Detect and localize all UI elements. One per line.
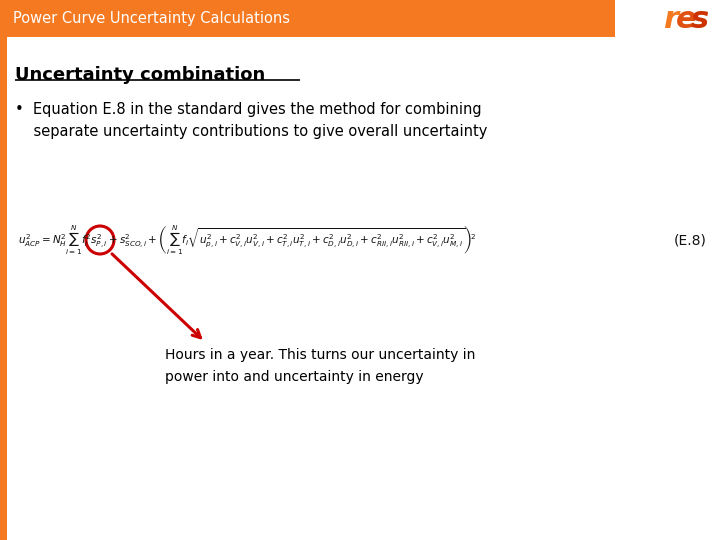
Text: power into and uncertainty in energy: power into and uncertainty in energy xyxy=(165,370,423,384)
Text: •  Equation E.8 in the standard gives the method for combining: • Equation E.8 in the standard gives the… xyxy=(15,102,482,117)
Text: Power Curve Uncertainty Calculations: Power Curve Uncertainty Calculations xyxy=(13,11,290,26)
Text: Uncertainty combination: Uncertainty combination xyxy=(15,66,265,84)
Bar xyxy=(615,0,720,40)
Text: separate uncertainty contributions to give overall uncertainty: separate uncertainty contributions to gi… xyxy=(15,124,487,139)
Text: $u^2_{ACP} = N^2_H \sum_{i=1}^{N} f_i^2 s_{P,i}^2 + s_{SCO,i}^2 + \left(\sum_{i=: $u^2_{ACP} = N^2_H \sum_{i=1}^{N} f_i^2 … xyxy=(18,224,477,256)
Text: Hours in a year. This turns our uncertainty in: Hours in a year. This turns our uncertai… xyxy=(165,348,475,362)
Bar xyxy=(0,37,7,540)
Text: e: e xyxy=(676,4,697,33)
Text: r: r xyxy=(663,4,678,33)
Bar xyxy=(0,0,720,37)
Text: (E.8): (E.8) xyxy=(674,233,706,247)
Text: s: s xyxy=(691,4,709,33)
